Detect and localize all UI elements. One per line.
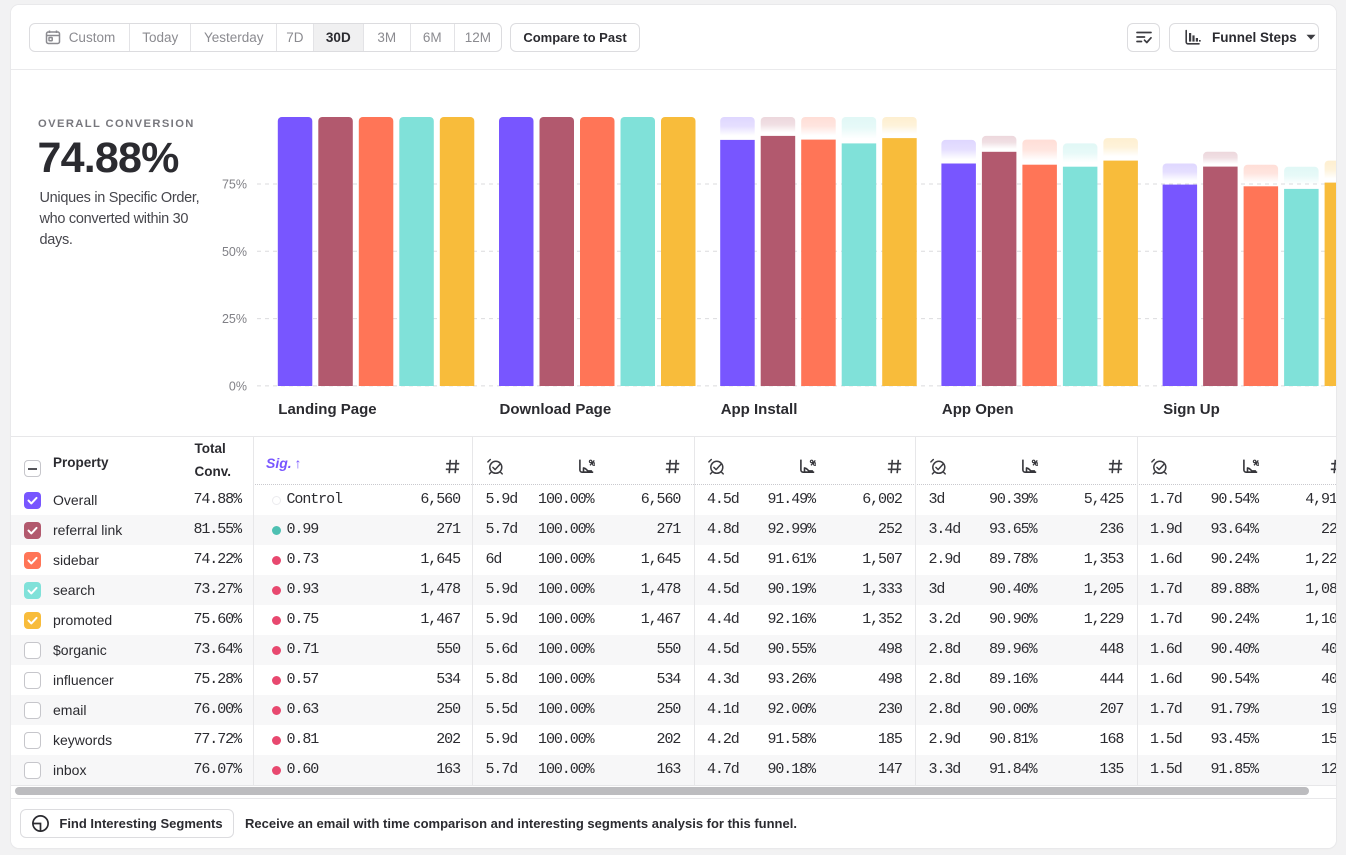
svg-text:25%: 25%: [222, 312, 247, 326]
svg-text:Download Page: Download Page: [500, 401, 612, 418]
svg-text:0%: 0%: [229, 379, 247, 393]
svg-text:App Open: App Open: [942, 401, 1014, 418]
svg-text:Sign Up: Sign Up: [1163, 401, 1220, 418]
svg-text:Landing Page: Landing Page: [278, 401, 376, 418]
svg-text:App Install: App Install: [721, 401, 798, 418]
svg-text:50%: 50%: [222, 245, 247, 259]
svg-text:75%: 75%: [222, 178, 247, 192]
